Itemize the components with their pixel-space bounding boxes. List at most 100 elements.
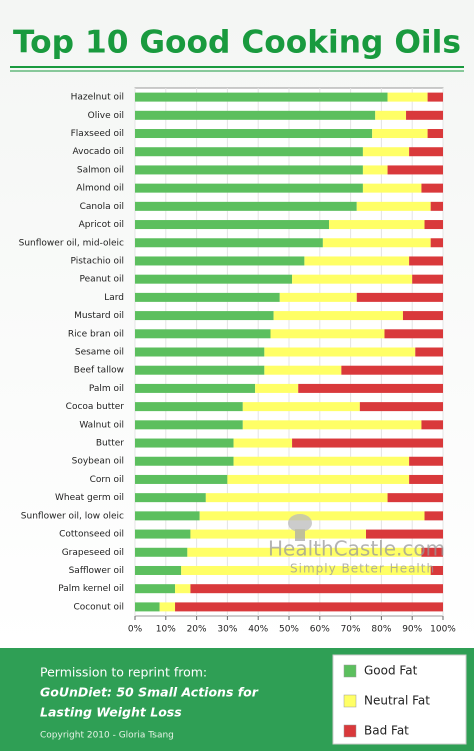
y-tick-label: Beef tallow	[74, 366, 124, 376]
legend-label: Bad Fat	[364, 724, 409, 738]
bar-segment	[135, 292, 280, 302]
watermark: HealthCastle.com Simply Better Health	[268, 514, 445, 576]
bar-segment	[341, 365, 443, 375]
bar-segment	[292, 274, 413, 284]
y-tick-label: Rice bran oil	[68, 329, 124, 339]
bar-segment	[159, 602, 176, 612]
y-tick-label: Palm oil	[89, 384, 124, 394]
bar-segment	[421, 420, 443, 430]
y-tick-label: Peanut oil	[80, 275, 124, 285]
bar-segment	[356, 201, 431, 211]
bar-segment	[175, 602, 444, 612]
bar-segment	[421, 547, 443, 557]
x-tick-label: 60%	[310, 625, 330, 635]
bar-segment	[372, 129, 428, 139]
x-tick-label: 70%	[341, 625, 361, 635]
bar-segment	[424, 220, 443, 230]
y-tick-label: Flaxseed oil	[71, 129, 124, 139]
bar-segment	[135, 383, 256, 393]
bar-segment	[135, 311, 274, 321]
footer-book: Lasting Weight Loss	[40, 705, 182, 720]
bar-segment	[135, 529, 191, 539]
bar-segment	[409, 474, 443, 484]
bar-segment	[362, 165, 388, 175]
bar-segment	[233, 456, 410, 466]
bar-segment	[199, 511, 425, 521]
y-tick-label: Cottonseed oil	[59, 530, 124, 540]
y-tick-label: Grapeseed oil	[62, 548, 124, 558]
x-tick-label: 50%	[279, 625, 299, 635]
bar-segment	[264, 365, 342, 375]
bar-segment	[135, 402, 243, 412]
footer-intro: Permission to reprint from:	[40, 665, 207, 680]
bar-segment	[135, 329, 271, 339]
bar-segment	[242, 420, 422, 430]
y-tick-label: Hazelnut oil	[71, 93, 124, 103]
bar-segment	[135, 129, 373, 139]
bar-segment	[366, 529, 443, 539]
x-tick-label: 20%	[187, 625, 207, 635]
watermark-tagline: Simply Better Health	[290, 562, 435, 576]
y-tick-label: Apricot oil	[79, 220, 124, 230]
bar-segment	[181, 565, 431, 575]
watermark-icon	[288, 514, 312, 532]
bar-segment	[187, 547, 422, 557]
bar-segment	[135, 493, 206, 503]
bar-segment	[387, 165, 443, 175]
bar-segment	[362, 147, 410, 157]
bar-segment	[233, 438, 293, 448]
legend-label: Neutral Fat	[364, 694, 430, 708]
bar-segment	[329, 220, 425, 230]
bar-segment	[190, 584, 443, 594]
bar-segment	[135, 238, 323, 248]
bar-segment	[430, 201, 443, 211]
bar-segment	[135, 183, 363, 193]
bar-segment	[406, 110, 443, 120]
y-tick-label: Soybean oil	[72, 457, 124, 467]
y-tick-label: Canola oil	[80, 202, 124, 212]
bar-segment	[135, 201, 357, 211]
legend-swatch	[343, 694, 357, 708]
y-tick-label: Cocoa butter	[66, 402, 125, 412]
bar-segment	[427, 92, 443, 102]
bar-segment	[135, 147, 363, 157]
bar-segment	[255, 383, 299, 393]
bar-segment	[279, 292, 357, 302]
y-tick-label: Sunflower oil, mid-oleic	[19, 238, 124, 248]
x-tick-label: 80%	[371, 625, 391, 635]
bar-segment	[135, 365, 265, 375]
chart-title: Top 10 Good Cooking Oils	[13, 25, 461, 61]
bar-segment	[424, 511, 443, 521]
y-tick-label: Avocado oil	[72, 147, 124, 157]
x-tick-label: 100%	[430, 625, 456, 635]
bar-segment	[421, 183, 443, 193]
footer-copyright: Copyright 2010 - Gloria Tsang	[40, 731, 174, 741]
bar-segment	[362, 183, 422, 193]
bar-segment	[304, 256, 410, 266]
bar-segment	[409, 256, 443, 266]
x-tick-label: 30%	[217, 625, 237, 635]
bar-segment	[135, 456, 234, 466]
bar-segment	[135, 347, 265, 357]
bar-segment	[135, 474, 228, 484]
bar-segment	[273, 311, 403, 321]
bar-segment	[322, 238, 431, 248]
y-tick-label: Palm kernel oil	[58, 584, 124, 594]
bar-segment	[227, 474, 410, 484]
bar-segment	[292, 438, 443, 448]
bar-segment	[409, 456, 443, 466]
bar-segment	[135, 220, 330, 230]
y-tick-label: Coconut oil	[73, 602, 124, 612]
y-tick-label: Sesame oil	[75, 348, 124, 358]
bar-segment	[384, 329, 443, 339]
bar-segment	[205, 493, 388, 503]
bar-segment	[430, 238, 443, 248]
bar-segment	[135, 274, 293, 284]
y-tick-label: Wheat germ oil	[55, 493, 124, 503]
footer-book: GoUnDiet: 50 Small Actions for	[40, 685, 259, 700]
y-tick-label: Sunflower oil, low oleic	[21, 511, 124, 521]
bar-segment	[264, 347, 416, 357]
bar-segment	[135, 165, 363, 175]
bar-segment	[135, 438, 234, 448]
